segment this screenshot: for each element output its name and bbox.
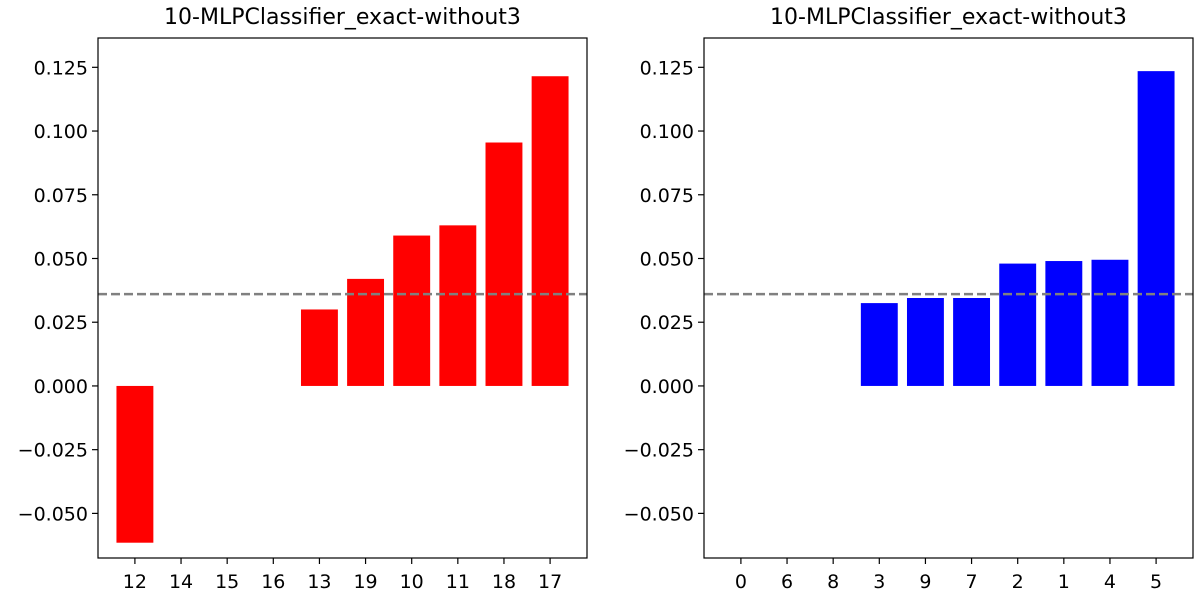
bar-4 xyxy=(1091,259,1129,386)
x-tick-label: 12 xyxy=(123,571,147,593)
y-tick-label: −0.050 xyxy=(624,503,694,525)
chart-title: 10-MLPClassifier_exact-without3 xyxy=(164,5,521,30)
bar-9 xyxy=(906,298,944,386)
y-tick-label: −0.025 xyxy=(624,440,694,462)
chart-right: 10-MLPClassifier_exact-without3 −0.050 −0.… xyxy=(624,5,1194,593)
x-tick-label: 0 xyxy=(735,571,747,593)
y-tick-label: 0.125 xyxy=(34,57,88,79)
bar-2 xyxy=(999,263,1037,386)
bar-11 xyxy=(439,225,477,386)
x-tick-label: 2 xyxy=(1012,571,1024,593)
bar-10 xyxy=(393,235,431,386)
y-tick-label: 0.075 xyxy=(34,185,88,207)
x-tick-label: 17 xyxy=(538,571,562,593)
y-tick-label: 0.025 xyxy=(34,312,88,334)
y-tick-label: 0.100 xyxy=(34,121,88,143)
chart-title: 10-MLPClassifier_exact-without3 xyxy=(770,5,1127,30)
chart-left: 10-MLPClassifier_exact-without3 −0.050 −0.… xyxy=(18,5,588,593)
x-tick-label: 11 xyxy=(446,571,470,593)
x-tick-label: 16 xyxy=(261,571,285,593)
bar-1 xyxy=(1045,261,1083,386)
bar-13 xyxy=(300,309,338,386)
bar-5 xyxy=(1137,71,1175,386)
y-tick-label: 0.125 xyxy=(640,57,694,79)
axes-frame xyxy=(97,37,588,559)
bar-7 xyxy=(953,298,991,386)
x-tick-label: 8 xyxy=(827,571,839,593)
x-tick-label: 7 xyxy=(966,571,978,593)
y-tick-label: −0.050 xyxy=(18,503,88,525)
x-tick-label: 15 xyxy=(215,571,239,593)
x-tick-label: 9 xyxy=(919,571,931,593)
x-tick-label: 10 xyxy=(400,571,424,593)
x-tick-label: 4 xyxy=(1104,571,1116,593)
x-tick-label: 5 xyxy=(1150,571,1162,593)
bar-18 xyxy=(485,142,523,386)
x-tick-label: 6 xyxy=(781,571,793,593)
bar-17 xyxy=(531,76,569,386)
axes-frame xyxy=(703,37,1194,559)
y-tick-label: −0.025 xyxy=(18,440,88,462)
x-tick-label: 14 xyxy=(169,571,193,593)
y-tick-label: 0.100 xyxy=(640,121,694,143)
y-tick-label: 0.075 xyxy=(640,185,694,207)
y-tick-label: 0.050 xyxy=(640,248,694,270)
x-tick-label: 3 xyxy=(873,571,885,593)
y-tick-label: 0.000 xyxy=(640,376,694,398)
x-tick-label: 19 xyxy=(353,571,377,593)
y-tick-label: 0.000 xyxy=(34,376,88,398)
y-tick-label: 0.050 xyxy=(34,248,88,270)
x-tick-label: 1 xyxy=(1058,571,1070,593)
y-tick-label: 0.025 xyxy=(640,312,694,334)
x-tick-label: 13 xyxy=(307,571,331,593)
bar-3 xyxy=(860,303,898,386)
x-tick-label: 18 xyxy=(492,571,516,593)
bar-12 xyxy=(116,385,154,543)
bar-19 xyxy=(347,278,385,386)
